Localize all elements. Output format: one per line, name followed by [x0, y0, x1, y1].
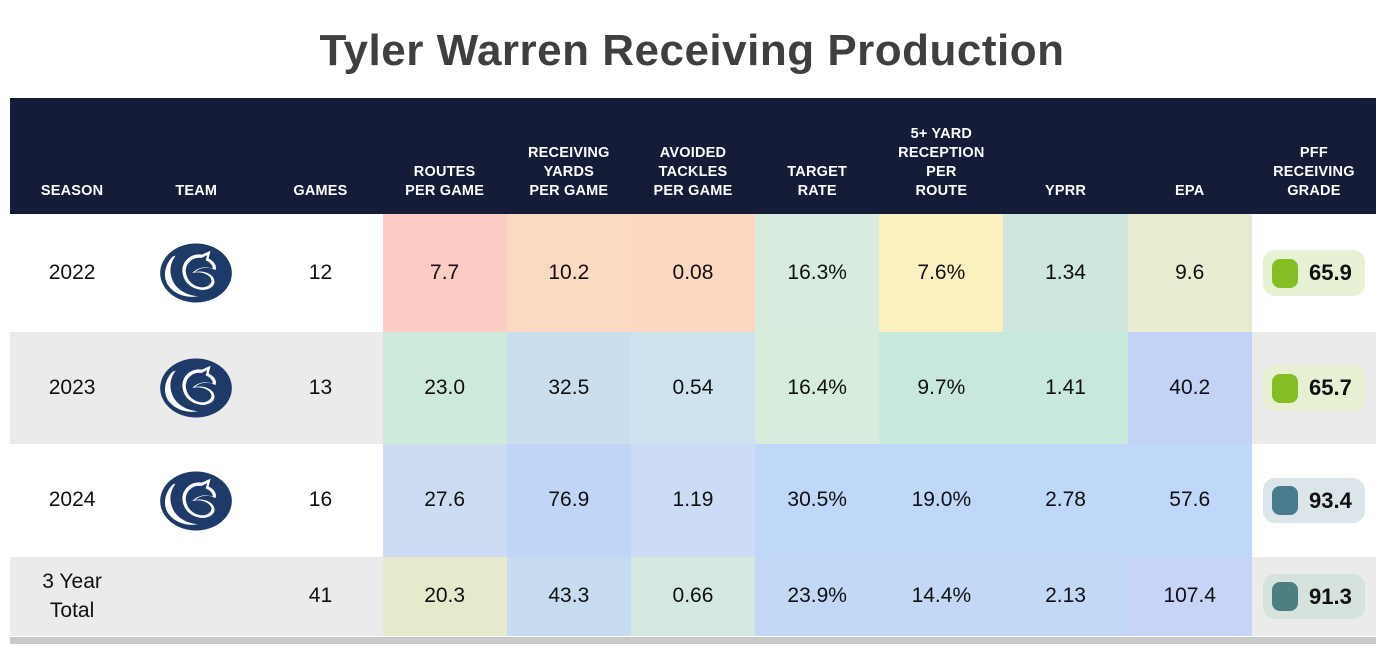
- col-header-epa: EPA: [1175, 182, 1205, 199]
- table-row-2022: 2022 12 7.7 10.2 0.08 16.3% 7.6% 1.34 9.…: [10, 214, 1376, 332]
- avoided-cell: 0.08: [630, 214, 756, 332]
- grade-badge: 91.3: [1262, 573, 1365, 620]
- team-cell: [134, 214, 258, 332]
- epa-cell: 40.2: [1127, 332, 1252, 444]
- season-cell: 2022: [48, 260, 96, 284]
- table-header-row: SEASON TEAM GAMES ROUTES PER GAME RECEIV…: [10, 98, 1376, 214]
- grade-value: 65.9: [1308, 260, 1352, 286]
- avoided-cell: 0.66: [630, 557, 756, 636]
- target-rate-cell: 16.3%: [755, 214, 880, 332]
- avoided-cell: 0.54: [630, 332, 756, 444]
- penn-state-logo-icon: [160, 358, 233, 418]
- yprr-cell: 2.78: [1003, 444, 1128, 557]
- pff-grade-cell: 65.9: [1252, 214, 1376, 332]
- routes-cell: 23.0: [382, 332, 507, 444]
- team-cell: [134, 332, 258, 444]
- rec-yards-cell: 76.9: [506, 444, 631, 557]
- season-cell: 2024: [48, 488, 96, 512]
- page-title: Tyler Warren Receiving Production: [319, 26, 1065, 75]
- grade-value: 91.3: [1308, 583, 1352, 609]
- team-cell: [134, 444, 258, 557]
- grade-value: 65.7: [1308, 375, 1352, 401]
- routes-cell: 7.7: [382, 214, 507, 332]
- target-rate-cell: 23.9%: [755, 557, 880, 636]
- epa-cell: 9.6: [1127, 214, 1252, 332]
- col-header-team: TEAM: [175, 182, 218, 199]
- penn-state-logo-icon: [160, 470, 233, 531]
- col-header-games: GAMES: [293, 182, 348, 199]
- yprr-cell: 1.41: [1003, 332, 1128, 444]
- col-header-5yd-reception: 5+ YARD RECEPTION PER ROUTE: [898, 125, 985, 199]
- horizontal-scrollbar[interactable]: [10, 637, 1376, 644]
- team-cell-empty: [134, 557, 258, 636]
- pff-grade-cell: 65.7: [1252, 332, 1376, 444]
- col-header-rec-yards: RECEIVING YARDS PER GAME: [528, 144, 610, 199]
- games-cell: 12: [308, 260, 333, 284]
- target-rate-cell: 30.5%: [755, 444, 880, 557]
- col-header-avoided: AVOIDED TACKLES PER GAME: [653, 144, 733, 199]
- season-cell: 2023: [48, 375, 96, 399]
- grade-color-icon: [1271, 373, 1298, 403]
- grade-value: 93.4: [1308, 487, 1352, 513]
- 5yd-cell: 9.7%: [879, 332, 1004, 444]
- epa-cell: 107.4: [1127, 557, 1252, 636]
- grade-badge: 65.7: [1262, 365, 1365, 411]
- rec-yards-cell: 43.3: [506, 557, 631, 636]
- 5yd-cell: 19.0%: [879, 444, 1004, 557]
- games-cell: 41: [308, 584, 333, 608]
- yprr-cell: 1.34: [1003, 214, 1128, 332]
- rec-yards-cell: 32.5: [506, 332, 631, 444]
- pff-grade-cell: 93.4: [1252, 444, 1376, 557]
- rec-yards-cell: 10.2: [506, 214, 631, 332]
- table-row-2024: 2024 16 27.6 76.9 1.19 30.5% 19.0% 2.78 …: [10, 444, 1376, 557]
- games-cell: 16: [308, 488, 333, 512]
- grade-badge: 93.4: [1262, 477, 1365, 524]
- grade-color-icon: [1271, 258, 1298, 288]
- yprr-cell: 2.13: [1003, 557, 1128, 636]
- col-header-routes: ROUTES PER GAME: [405, 163, 485, 199]
- routes-cell: 27.6: [382, 444, 507, 557]
- routes-cell: 20.3: [382, 557, 507, 636]
- receiving-production-table: SEASON TEAM GAMES ROUTES PER GAME RECEIV…: [10, 98, 1376, 644]
- table-row-2023: 2023 13 23.0 32.5 0.54 16.4% 9.7% 1.41 4…: [10, 332, 1376, 444]
- avoided-cell: 1.19: [630, 444, 756, 557]
- 5yd-cell: 7.6%: [879, 214, 1004, 332]
- col-header-season: SEASON: [40, 182, 104, 199]
- epa-cell: 57.6: [1127, 444, 1252, 557]
- target-rate-cell: 16.4%: [755, 332, 880, 444]
- grade-color-icon: [1271, 582, 1298, 611]
- 5yd-cell: 14.4%: [879, 557, 1004, 636]
- games-cell: 13: [308, 375, 333, 399]
- grade-badge: 65.9: [1262, 250, 1365, 296]
- col-header-yprr: YPRR: [1044, 182, 1087, 199]
- col-header-pff-grade: PFF RECEIVING GRADE: [1273, 144, 1355, 199]
- season-cell: 3 Year Total: [42, 570, 102, 622]
- penn-state-logo-icon: [160, 243, 233, 303]
- col-header-target-rate: TARGET RATE: [787, 163, 848, 199]
- table-row-3-year-total: 3 Year Total 41 20.3 43.3 0.66 23.9% 14.…: [10, 557, 1376, 636]
- pff-grade-cell: 91.3: [1252, 557, 1376, 636]
- grade-color-icon: [1271, 486, 1298, 515]
